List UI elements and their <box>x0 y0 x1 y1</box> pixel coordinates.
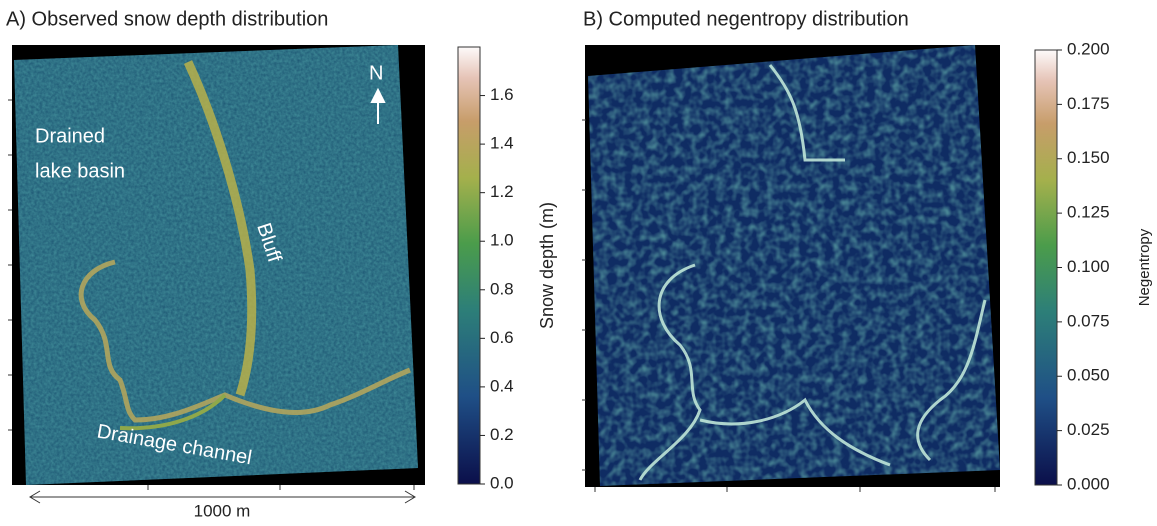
colorbar-tick-label: 0.8 <box>490 279 514 298</box>
colorbar <box>457 46 481 485</box>
colorbar-tick-label: 1.0 <box>490 231 514 250</box>
colorbar-tick-label: 0.6 <box>490 328 514 347</box>
annotation: lake basin <box>35 160 125 182</box>
scale-label: 1000 m <box>194 501 251 520</box>
colorbar-tick-label: 0.025 <box>1067 420 1110 439</box>
colorbar-tick-label: 0.100 <box>1067 257 1110 276</box>
annotation: Drained <box>35 125 105 147</box>
colorbar-tick-label: 1.4 <box>490 134 514 153</box>
panel-title: A) Observed snow depth distribution <box>6 8 328 30</box>
colorbar-tick-label: 0.125 <box>1067 203 1110 222</box>
colorbar-tick-label: 0.2 <box>490 425 514 444</box>
colorbar-tick-label: 0.000 <box>1067 474 1110 493</box>
map-b <box>582 45 1000 492</box>
colorbar-tick-label: 0.0 <box>490 473 514 492</box>
colorbar-tick-label: 0.4 <box>490 376 514 395</box>
north-label: N <box>369 62 383 84</box>
map-a: Drained lake basin Bluff N Drainage chan… <box>8 45 425 520</box>
panel-title: B) Computed negentropy distribution <box>583 8 909 30</box>
colorbar-tick-label: 0.075 <box>1067 311 1110 330</box>
colorbar-label: Snow depth (m) <box>537 202 557 329</box>
colorbar <box>1034 49 1058 486</box>
colorbar-label: Negentropy <box>1136 228 1153 306</box>
colorbar-tick-label: 0.150 <box>1067 148 1110 167</box>
colorbar-tick-label: 1.2 <box>490 182 514 201</box>
colorbar-tick-label: 0.050 <box>1067 366 1110 385</box>
colorbar-tick-label: 1.6 <box>490 85 514 104</box>
colorbar-tick-label: 0.175 <box>1067 94 1110 113</box>
colorbar-tick-label: 0.200 <box>1067 39 1110 58</box>
